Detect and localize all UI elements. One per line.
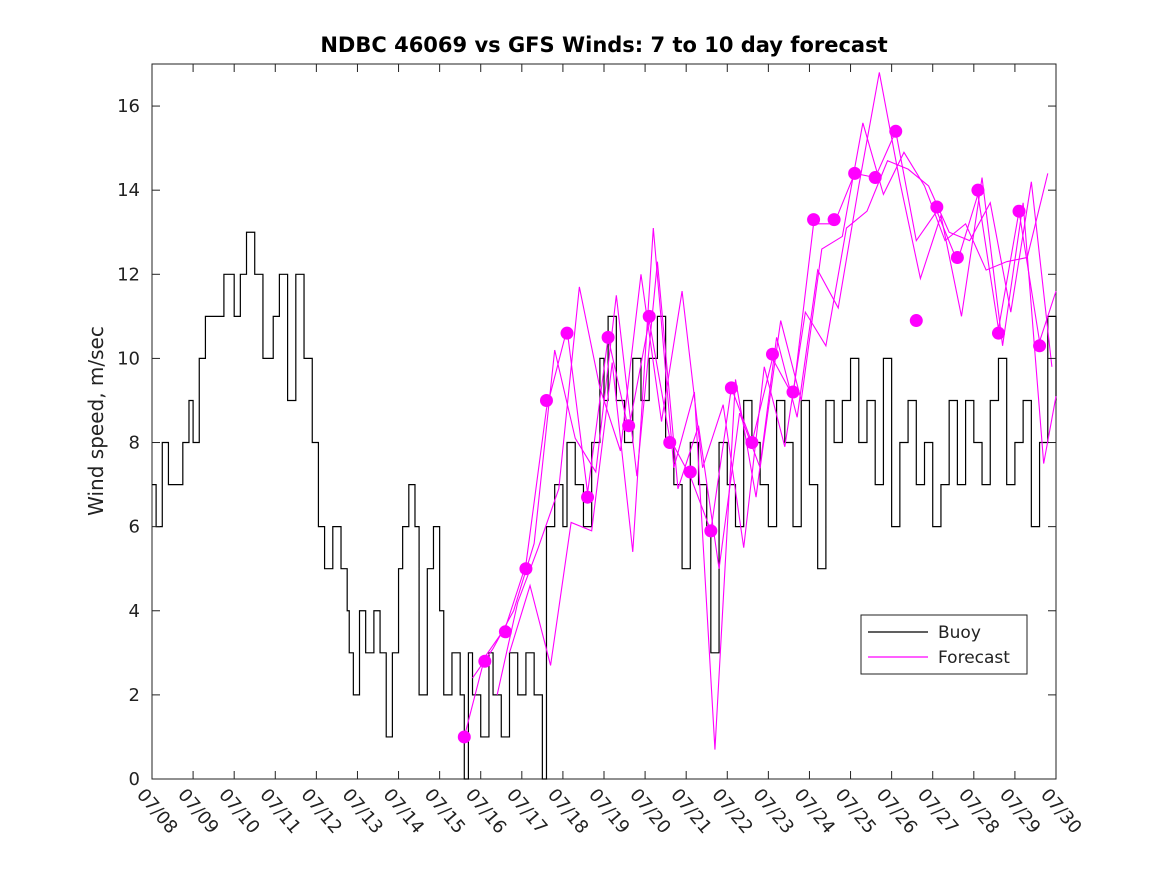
- buoy-line: [152, 231, 1057, 780]
- x-tick-label: 07/14: [379, 785, 428, 838]
- forecast-point: [745, 436, 759, 450]
- forecast-point: [560, 326, 574, 340]
- x-tick-label: 07/26: [872, 785, 921, 838]
- forecast-series-group: [463, 72, 1057, 750]
- legend-buoy-label: Buoy: [938, 623, 981, 643]
- y-tick-label: 12: [117, 264, 140, 285]
- y-tick-label: 4: [129, 601, 140, 622]
- forecast-point: [971, 183, 985, 197]
- forecast-points: [457, 124, 1047, 744]
- y-tick-label: 14: [117, 180, 140, 201]
- y-tick-label: 8: [129, 433, 140, 454]
- forecast-point: [622, 419, 636, 433]
- x-tick-label: 07/20: [625, 785, 674, 838]
- x-tick-label: 07/10: [214, 785, 263, 838]
- y-tick-label: 16: [117, 96, 140, 117]
- legend-box: [860, 614, 1028, 675]
- x-tick-label: 07/27: [913, 785, 962, 838]
- forecast-point: [807, 213, 821, 227]
- forecast-point: [827, 213, 841, 227]
- x-tick-label: 07/11: [255, 785, 304, 838]
- x-tick-label: 07/16: [461, 785, 510, 838]
- forecast-point: [457, 730, 471, 744]
- chart-title: NDBC 46069 vs GFS Winds: 7 to 10 day for…: [320, 33, 887, 57]
- x-tick-label: 07/29: [995, 785, 1044, 838]
- forecast-point: [1012, 204, 1026, 218]
- x-tick-label: 07/21: [666, 785, 715, 838]
- x-tick-label: 07/09: [173, 785, 222, 838]
- forecast-point: [889, 124, 903, 138]
- legend: Buoy Forecast: [860, 614, 1028, 675]
- forecast-point: [601, 330, 615, 344]
- forecast-point: [1033, 339, 1047, 353]
- forecast-point: [704, 524, 718, 538]
- x-tick-label: 07/17: [502, 785, 551, 838]
- buoy-series: [152, 231, 1057, 780]
- forecast-point: [724, 381, 738, 395]
- legend-forecast-label: Forecast: [938, 648, 1010, 668]
- y-tick-label: 6: [129, 517, 140, 538]
- y-tick-label: 10: [117, 348, 140, 369]
- x-tick-label: 07/15: [420, 785, 469, 838]
- forecast-point: [950, 250, 964, 264]
- x-tick-label: 07/18: [543, 785, 592, 838]
- x-tick-label: 07/12: [297, 785, 346, 838]
- forecast-point: [868, 171, 882, 185]
- forecast-point: [498, 625, 512, 639]
- x-tick-label: 07/19: [584, 785, 633, 838]
- y-tick-label: 2: [129, 685, 140, 706]
- forecast-line: [463, 129, 1057, 738]
- y-tick-label: 0: [129, 769, 140, 790]
- forecast-point: [519, 562, 533, 576]
- forecast-point: [848, 166, 862, 180]
- x-tick-label: 07/23: [749, 785, 798, 838]
- forecast-point: [683, 465, 697, 479]
- x-tick-label: 07/22: [707, 785, 756, 838]
- forecast-line: [496, 160, 1053, 696]
- forecast-point: [786, 385, 800, 399]
- x-tick-label: 07/13: [338, 785, 387, 838]
- forecast-point: [909, 314, 923, 328]
- forecast-line: [508, 72, 1057, 750]
- plot-area: 024681012141607/0807/0907/1007/1107/1207…: [117, 63, 1086, 838]
- x-tick-label: 07/25: [831, 785, 880, 838]
- forecast-point: [478, 654, 492, 668]
- forecast-point: [765, 347, 779, 361]
- forecast-point: [663, 436, 677, 450]
- x-tick-label: 07/30: [1036, 785, 1085, 838]
- y-axis-label: Wind speed, m/sec: [84, 326, 108, 516]
- x-tick-label: 07/24: [790, 785, 839, 838]
- forecast-point: [581, 490, 595, 504]
- forecast-point: [991, 326, 1005, 340]
- forecast-point: [930, 200, 944, 214]
- forecast-point: [539, 393, 553, 407]
- x-tick-label: 07/08: [132, 785, 181, 838]
- x-tick-label: 07/28: [954, 785, 1003, 838]
- forecast-point: [642, 309, 656, 323]
